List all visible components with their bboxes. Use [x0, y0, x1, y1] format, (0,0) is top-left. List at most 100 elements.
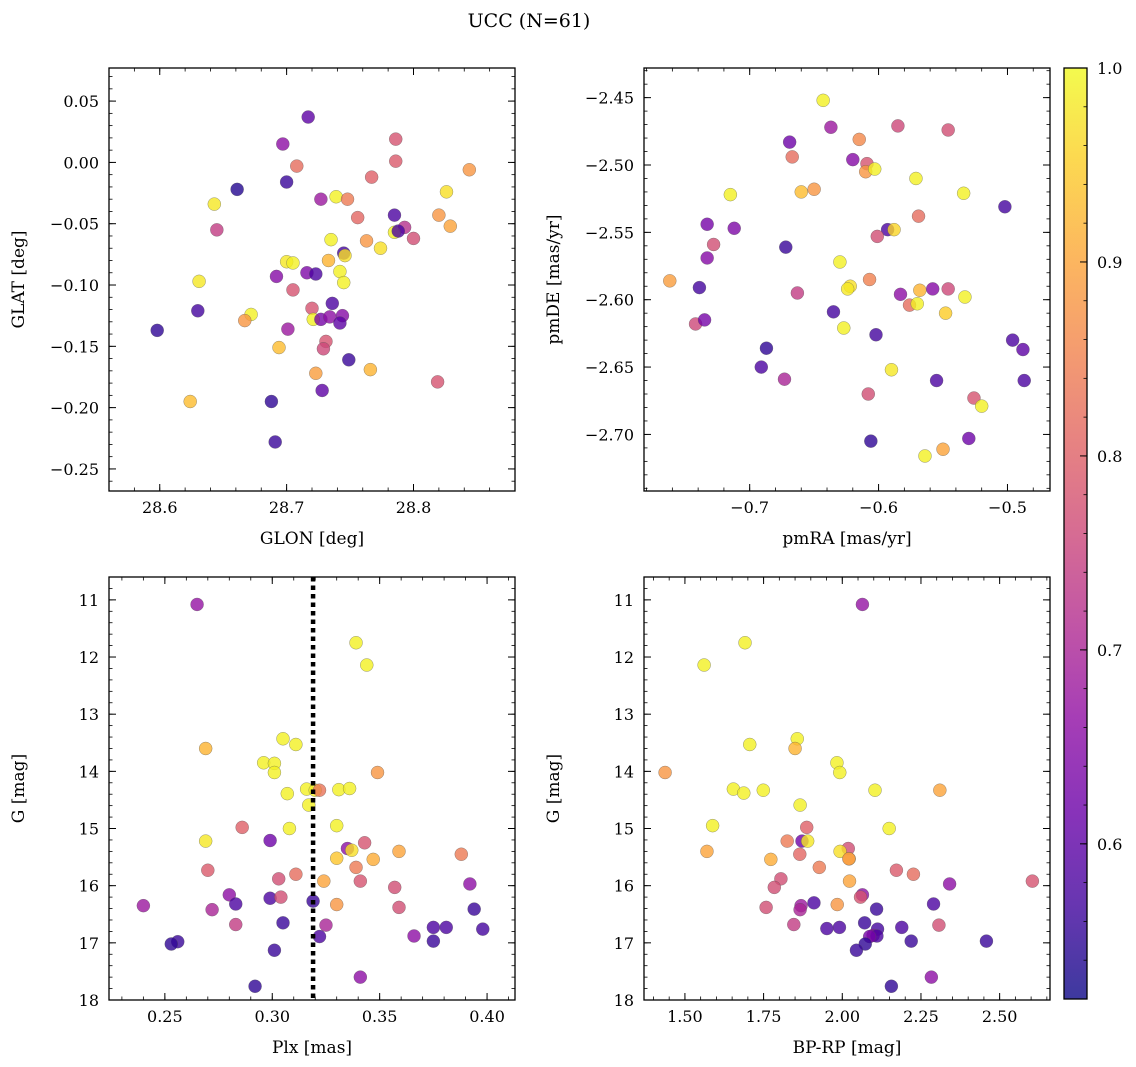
- scatter-point: [936, 442, 950, 456]
- scatter-point: [387, 208, 402, 222]
- scatter-point: [476, 922, 490, 936]
- scatter-point: [286, 256, 300, 270]
- scatter-point: [998, 200, 1012, 214]
- scatter-point: [906, 867, 921, 881]
- scatter-point: [454, 847, 469, 861]
- x-tick-label: 2.00: [824, 1007, 860, 1026]
- scatter-point: [882, 821, 896, 836]
- scatter-point: [852, 132, 866, 147]
- scatter-point: [911, 209, 926, 223]
- scatter-panel-3: 0.25 0.30 0.35 0.40 11 12 13 14 15 16 17 18 Plx [mas…: [9, 576, 516, 1058]
- scatter-point: [267, 943, 282, 958]
- scatter-point: [289, 737, 303, 752]
- scatter-point: [439, 185, 454, 199]
- scatter-point: [387, 880, 402, 895]
- scatter-point: [228, 897, 243, 911]
- scatter-point: [443, 219, 458, 233]
- figure-title: UCC (N=61): [468, 10, 591, 32]
- scatter-point: [742, 737, 757, 752]
- scatter-point: [895, 920, 909, 935]
- y-tick-label: −2.60: [585, 291, 634, 310]
- scatter-points: [150, 110, 477, 449]
- colorbar-tick-label: 0.7: [1097, 641, 1122, 660]
- colorbar-tick-label: 1.0: [1097, 59, 1122, 78]
- x-axis-label: pmRA [mas/yr]: [782, 529, 911, 549]
- scatter-point: [230, 182, 244, 197]
- scatter-point: [268, 435, 282, 449]
- scatter-point: [780, 834, 794, 848]
- scatter-point: [342, 781, 357, 796]
- x-tick-label: 1.50: [667, 1007, 703, 1026]
- scatter-point: [463, 877, 477, 891]
- scatter-point: [855, 597, 870, 612]
- y-tick-label: 11: [614, 591, 634, 610]
- scatter-point: [198, 834, 213, 848]
- y-tick-label: 13: [614, 705, 634, 724]
- scatter-point: [191, 304, 205, 318]
- scatter-point: [164, 937, 179, 951]
- x-axis-label: Plx [mas]: [272, 1038, 352, 1058]
- scatter-point: [392, 900, 406, 915]
- x-tick-label: 2.50: [982, 1007, 1018, 1026]
- scatter-point: [737, 786, 751, 800]
- scatter-point: [962, 431, 976, 446]
- scatter-point: [201, 863, 215, 877]
- scatter-point: [893, 287, 908, 302]
- scatter-point: [1016, 342, 1030, 357]
- scatter-point: [846, 152, 860, 167]
- scatter-panel-4: 1.50 1.75 2.00 2.25 2.50 11 12 13 14 15 16 17 18 BP-R…: [544, 576, 1051, 1058]
- scatter-point: [933, 783, 947, 797]
- scatter-point: [891, 119, 905, 133]
- axes-frame: [643, 576, 1051, 1001]
- scatter-point: [276, 732, 290, 746]
- scatter-point: [353, 874, 368, 888]
- scatter-point: [462, 163, 477, 177]
- y-tick-label: −2.45: [585, 89, 634, 108]
- scatter-point: [779, 240, 793, 254]
- scatter-point: [816, 93, 830, 108]
- scatter-point: [864, 434, 878, 448]
- scatter-point: [700, 251, 714, 265]
- scatter-point: [329, 818, 344, 833]
- scatter-point: [759, 900, 773, 915]
- axes-frame: [643, 67, 1051, 492]
- scatter-point: [228, 917, 243, 932]
- scatter-point: [793, 847, 807, 861]
- scatter-point: [697, 658, 711, 672]
- scatter-point: [198, 741, 213, 756]
- x-tick-label: 0.40: [469, 1007, 505, 1026]
- scatter-point: [884, 979, 899, 994]
- scatter-point: [248, 979, 262, 994]
- scatter-point: [924, 970, 939, 984]
- y-axis-label: pmDE [mas/yr]: [544, 214, 564, 344]
- scatter-point: [150, 323, 164, 338]
- scatter-point: [235, 820, 249, 835]
- scatter-point: [336, 275, 351, 290]
- scatter-point: [958, 290, 972, 304]
- scatter-point: [979, 934, 994, 948]
- y-tick-label: 0.05: [63, 92, 99, 111]
- x-tick-label: −0.7: [730, 498, 769, 517]
- scatter-point: [849, 943, 864, 958]
- y-tick-label: 18: [79, 991, 99, 1010]
- y-tick-label: 11: [79, 591, 99, 610]
- y-tick-label: 16: [79, 877, 99, 896]
- scatter-point: [787, 917, 801, 932]
- scatter-point: [407, 929, 421, 943]
- scatter-point: [280, 786, 295, 801]
- scatter-point: [388, 154, 403, 168]
- scatter-point: [790, 286, 805, 300]
- scatter-point: [909, 171, 923, 186]
- y-axis-label: G [mag]: [9, 754, 29, 823]
- scatter-points: [663, 93, 1031, 463]
- scatter-point: [319, 918, 333, 932]
- scatter-point: [738, 635, 752, 650]
- scatter-point: [663, 274, 677, 288]
- y-tick-label: 13: [79, 705, 99, 724]
- scatter-point: [274, 890, 288, 904]
- scatter-point: [406, 231, 421, 246]
- scatter-point: [788, 741, 802, 756]
- scatter-point: [324, 232, 338, 247]
- scatter-point: [826, 305, 841, 319]
- scatter-point: [697, 313, 712, 327]
